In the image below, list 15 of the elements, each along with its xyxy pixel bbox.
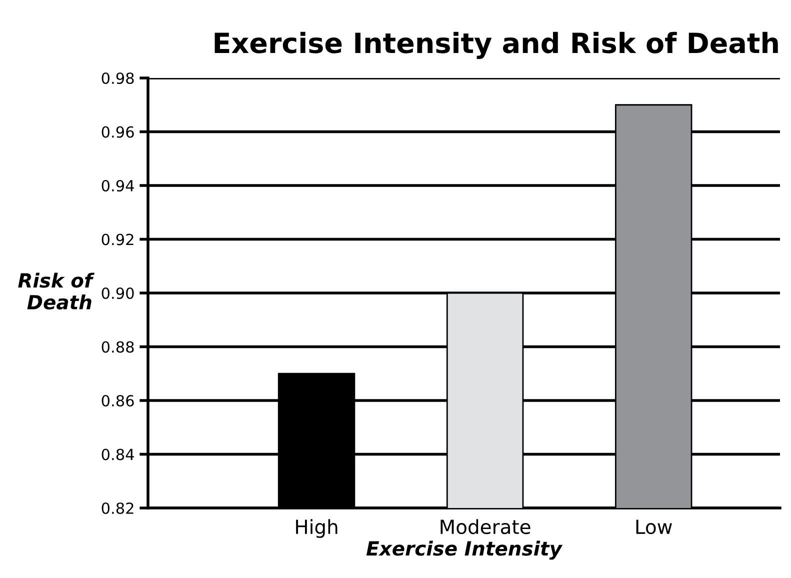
y-axis-title: Risk of Death <box>18 272 94 310</box>
y-tick-label: 0.98 <box>102 72 134 84</box>
y-tick-label: 0.88 <box>102 341 134 353</box>
y-tick-label: 0.84 <box>102 448 134 460</box>
y-tick-label: 0.94 <box>102 180 134 192</box>
y-tick-label: 0.92 <box>102 234 134 246</box>
y-tick-label: 0.82 <box>102 502 134 514</box>
x-tick-label: High <box>296 519 338 538</box>
chart-title: Exercise Intensity and Risk of Death <box>214 32 778 59</box>
y-tick-label: 0.90 <box>102 287 134 300</box>
x-axis-title: Exercise Intensity <box>366 540 563 560</box>
y-tick-label: 0.96 <box>102 126 134 138</box>
y-tick-label: 0.86 <box>102 394 134 407</box>
x-tick-label: Moderate <box>440 519 530 534</box>
x-tick-label: Low <box>636 520 672 534</box>
